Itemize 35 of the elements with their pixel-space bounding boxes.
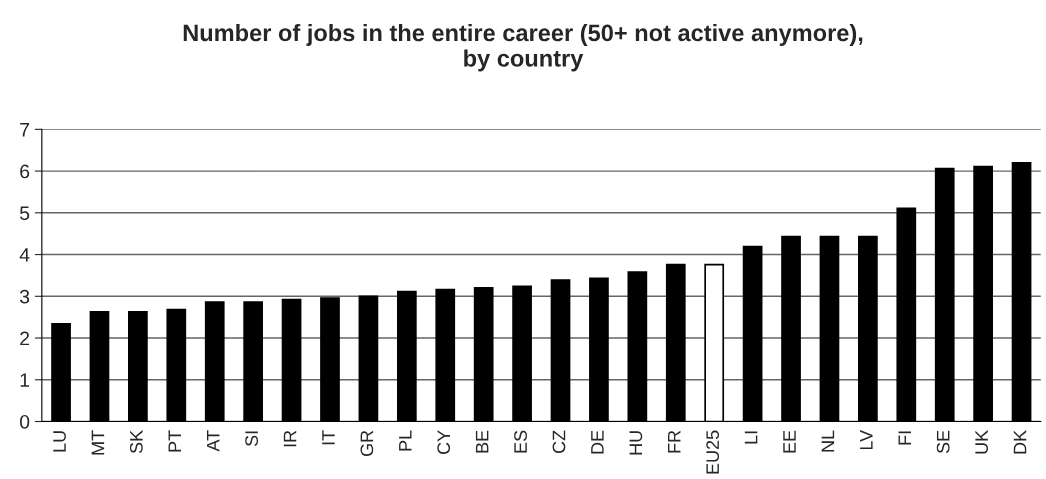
x-tick-label: UK (975, 430, 988, 454)
x-tick-label: AT (206, 430, 220, 452)
x-tick-label: EU25 (706, 430, 720, 474)
x-tick-label: SE (936, 430, 950, 454)
y-tick-label: 6 (20, 164, 30, 179)
y-tick-label: 7 (20, 123, 30, 137)
x-tick-label: FI (898, 431, 911, 445)
x-tick-label: BE (475, 430, 489, 453)
x-tick-label: SK (129, 430, 143, 454)
x-tick-label: LI (744, 431, 758, 444)
x-tick-label: MT (91, 430, 105, 455)
x-tick-label: SI (245, 431, 258, 447)
x-tick-label: HU (629, 431, 643, 455)
x-tick-label: PT (168, 430, 181, 452)
x-tick-label: IT (322, 430, 335, 445)
x-tick-label: LU (53, 431, 66, 452)
x-tick-label: EE (783, 430, 796, 453)
x-tick-label: DK (1013, 430, 1027, 454)
x-tick-label: NL (821, 430, 835, 452)
x-tick-label: FR (668, 430, 681, 453)
y-tick-label: 1 (20, 373, 30, 387)
x-tick-label: DE (591, 430, 604, 454)
x-tick-label: LV (860, 429, 873, 450)
y-tick-label: 3 (19, 289, 30, 304)
y-tick-label: 0 (19, 414, 30, 429)
x-tick-label: CY (437, 430, 451, 455)
x-tick-label: GR (360, 430, 374, 457)
x-tick-label: PL (399, 430, 412, 451)
x-tick-label: IR (283, 430, 297, 447)
y-tick-label: 2 (20, 331, 30, 346)
x-tick-label: ES (514, 430, 527, 453)
x-tick-label: CZ (552, 430, 566, 453)
y-tick-label: 5 (20, 206, 30, 221)
y-tick-label: 4 (19, 248, 30, 262)
chart-title: Number of jobs in the entire career (50+ not active anymore), by country (183, 23, 863, 72)
